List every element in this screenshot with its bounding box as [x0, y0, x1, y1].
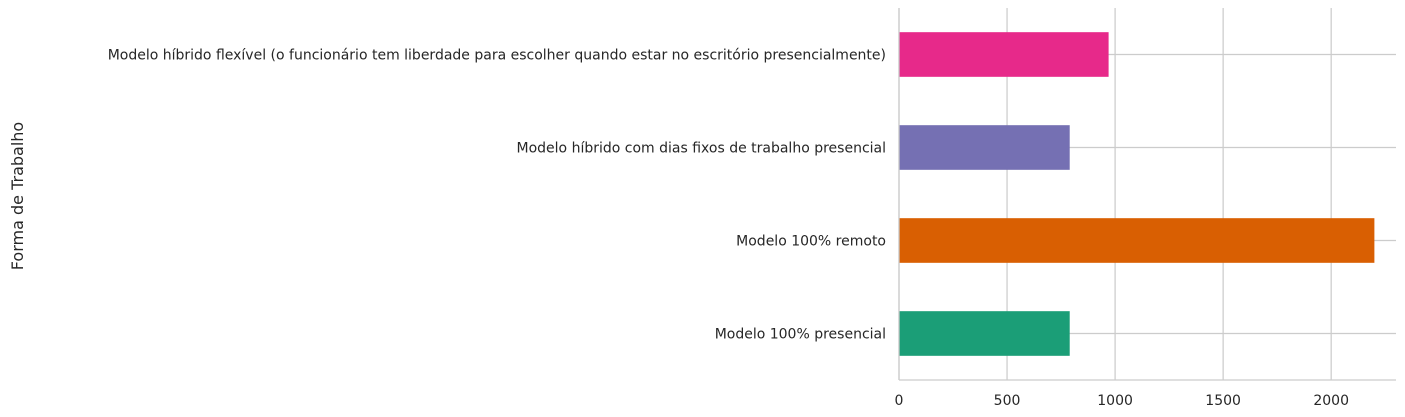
x-tick-label: 1000: [1097, 393, 1133, 409]
bar: [899, 311, 1070, 356]
category-label: Modelo híbrido flexível (o funcionário t…: [108, 48, 886, 64]
bar: [899, 218, 1375, 263]
x-tick-label: 0: [895, 393, 904, 409]
y-axis-title: Forma de Trabalho: [8, 122, 27, 270]
bar: [899, 125, 1070, 170]
category-label: Modelo 100% remoto: [736, 234, 886, 250]
category-label: Modelo 100% presencial: [715, 327, 886, 343]
x-tick-label: 500: [994, 393, 1021, 409]
bar: [899, 32, 1109, 77]
x-tick-label: 2000: [1313, 393, 1349, 409]
bars: [899, 32, 1375, 356]
category-label: Modelo híbrido com dias fixos de trabalh…: [517, 141, 886, 157]
category-labels: Modelo híbrido flexível (o funcionário t…: [108, 48, 886, 343]
x-tick-labels: 0 500 1000 1500 2000: [895, 393, 1349, 409]
x-tick-label: 1500: [1205, 393, 1241, 409]
